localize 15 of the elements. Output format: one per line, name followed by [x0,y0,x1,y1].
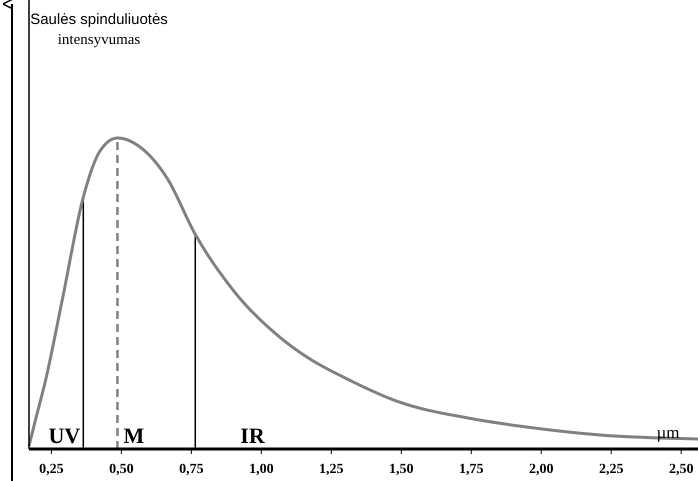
x-tick-label: 1,00 [249,462,274,477]
annotation: UV [48,423,80,448]
annotation: M [123,423,144,448]
text: Saulės spinduliuotės intensyvumas [30,11,168,48]
x-axis-title: µm [656,423,680,442]
annotation: IR [240,423,266,448]
x-tick-label: 0,25 [39,462,64,477]
x-tick-label: 0,50 [109,462,134,477]
x-tick-label: 1,25 [319,462,344,477]
x-tick-label: 2,00 [528,462,554,477]
x-tick-label: 1,50 [389,462,414,477]
x-tick-label: 0,75 [179,462,204,477]
x-tick-label: 1,75 [459,462,484,477]
x-tick-label: 2,25 [598,462,624,477]
x-tick-label: 2,50 [668,462,694,477]
